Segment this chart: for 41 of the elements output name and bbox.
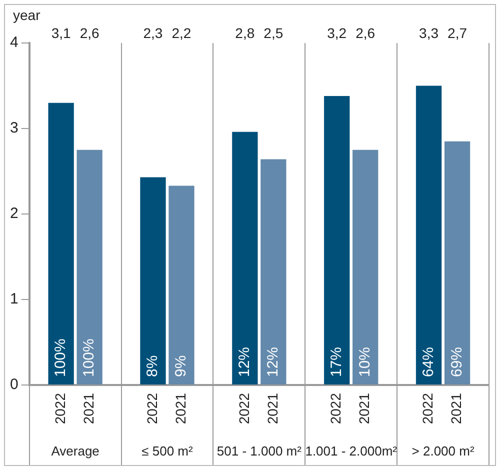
annotation: 100% (52, 338, 70, 377)
x-tick-label: 501 - 1.000 m² (216, 444, 302, 459)
x-tick-label: ≤ 500 m² (142, 444, 194, 459)
y-tick-label: 3 (10, 120, 18, 137)
text: 2,7 (448, 24, 468, 41)
x-tick-label: 1.001 - 2.000m² (305, 444, 398, 459)
text: 2022 (236, 393, 252, 424)
text: 2022 (420, 393, 436, 424)
y-tick-label: 4 (10, 34, 18, 52)
text: 2,3 (143, 24, 163, 41)
text: 3,3 (419, 24, 439, 41)
annotation: 69% (448, 346, 466, 377)
text: 3,2 (327, 24, 347, 41)
annotation: 9% (172, 355, 190, 377)
annotation: 12% (236, 346, 254, 377)
annotation: 12% (264, 346, 282, 377)
x-tick-label: Average (51, 444, 100, 459)
text: 2021 (172, 393, 188, 424)
y-tick-label: 0 (10, 376, 18, 394)
text: 2021 (448, 393, 464, 424)
text: 2,5 (264, 24, 284, 41)
annotation: 100% (80, 338, 98, 377)
text: 2,6 (356, 24, 376, 41)
text: 2022 (144, 393, 160, 424)
y-tick-label: 1 (10, 290, 18, 308)
text: 2021 (356, 393, 372, 424)
y-axis-title: year (13, 6, 41, 23)
text: 2022 (328, 393, 344, 424)
text: 2022 (52, 392, 68, 424)
x-tick-label: > 2.000 m² (412, 444, 475, 459)
annotation: 8% (144, 355, 162, 377)
annotation: 10% (356, 346, 374, 377)
text: 2,6 (80, 24, 100, 41)
text: 2,8 (235, 24, 255, 41)
y-tick-label: 2 (10, 205, 18, 222)
text: 2,2 (172, 24, 192, 41)
annotation: 64% (420, 346, 437, 377)
text: 3,1 (51, 24, 71, 41)
annotation: 17% (328, 346, 345, 377)
text: 2021 (80, 392, 96, 424)
text: 2021 (264, 393, 280, 424)
